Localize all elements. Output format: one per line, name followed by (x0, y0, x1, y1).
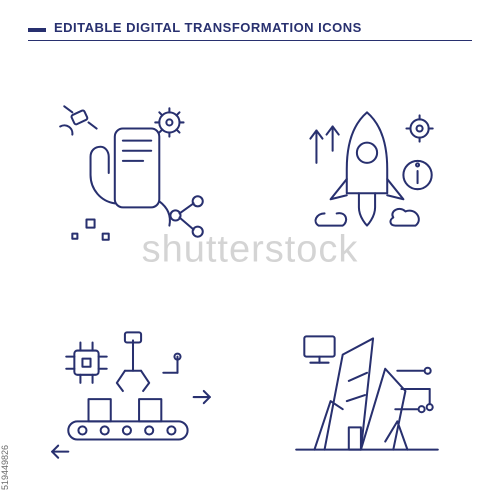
icon-grid (42, 82, 458, 438)
icon-stroke-group (310, 112, 432, 225)
startup-info-icon (276, 82, 458, 264)
header-title: EDITABLE DIGITAL TRANSFORMATION ICONS (54, 20, 362, 35)
header-underline (28, 40, 472, 41)
icon-stroke-group (296, 336, 438, 449)
automation-conveyor-icon (42, 300, 224, 482)
header-accent-bar (28, 28, 46, 32)
digital-architecture-icon (276, 300, 458, 482)
icon-stroke-group (52, 332, 210, 457)
stock-id-text: 519449826 (0, 445, 10, 490)
icon-stroke-group (60, 106, 203, 239)
digital-communication-icon (42, 82, 224, 264)
